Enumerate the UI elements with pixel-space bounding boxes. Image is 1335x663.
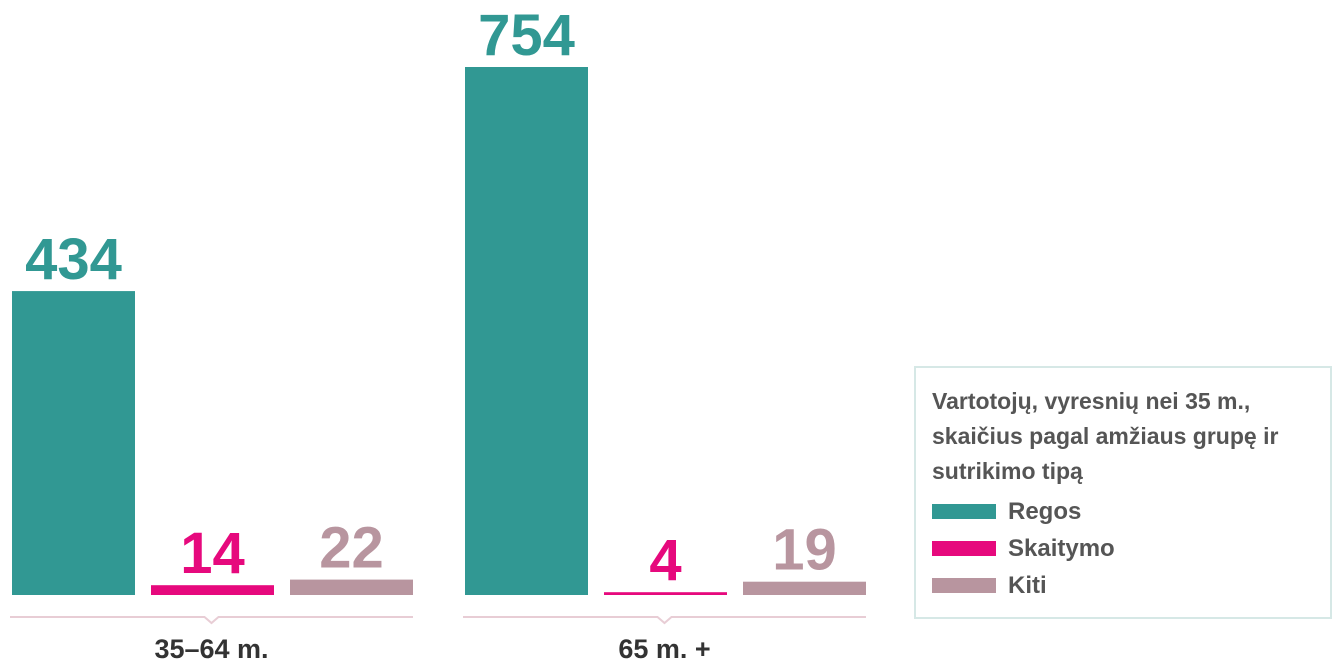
- x-tick-label: 65 m. +: [618, 634, 710, 663]
- legend: Vartotojų, vyresnių nei 35 m., skaičius …: [914, 366, 1332, 619]
- legend-label: Skaitymo: [1008, 534, 1115, 562]
- legend-label: Kiti: [1008, 571, 1047, 599]
- value-label: 19: [772, 518, 837, 583]
- x-tick-label: 35–64 m.: [154, 634, 268, 663]
- axis-line: [463, 616, 866, 625]
- legend-item: Skaitymo: [932, 530, 1314, 567]
- bar: [290, 579, 413, 595]
- value-label: 4: [649, 528, 681, 593]
- legend-swatch: [932, 541, 996, 556]
- legend-swatch: [932, 504, 996, 519]
- value-label: 14: [180, 521, 245, 586]
- legend-swatch: [932, 578, 996, 593]
- axis-line: [10, 616, 413, 625]
- bar: [604, 592, 727, 595]
- bar: [12, 291, 135, 595]
- bar: [465, 67, 588, 595]
- value-label: 22: [319, 516, 384, 581]
- bar: [151, 585, 274, 595]
- value-label: 754: [478, 3, 575, 68]
- legend-item: Kiti: [932, 567, 1314, 604]
- legend-title: Vartotojų, vyresnių nei 35 m., skaičius …: [932, 388, 1279, 484]
- legend-item: Regos: [932, 493, 1314, 530]
- legend-label: Regos: [1008, 497, 1082, 525]
- value-label: 434: [25, 227, 122, 292]
- bar: [743, 581, 866, 595]
